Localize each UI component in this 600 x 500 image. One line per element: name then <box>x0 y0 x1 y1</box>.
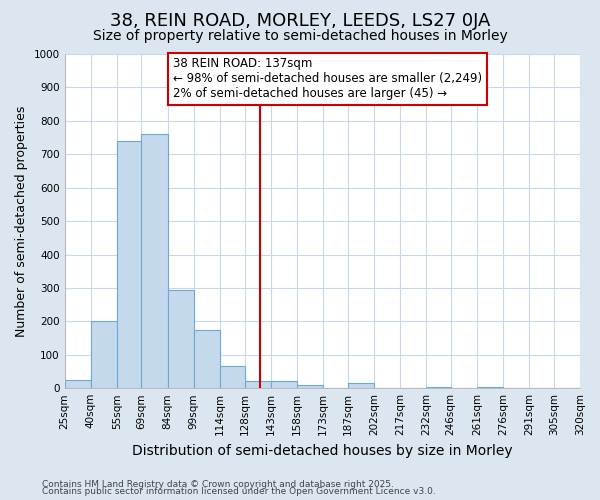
Bar <box>117 141 142 388</box>
Text: 38 REIN ROAD: 137sqm
← 98% of semi-detached houses are smaller (2,249)
2% of sem: 38 REIN ROAD: 137sqm ← 98% of semi-detac… <box>173 58 482 100</box>
Text: 38, REIN ROAD, MORLEY, LEEDS, LS27 0JA: 38, REIN ROAD, MORLEY, LEEDS, LS27 0JA <box>110 12 490 30</box>
Bar <box>91 322 117 388</box>
Text: Contains public sector information licensed under the Open Government Licence v3: Contains public sector information licen… <box>42 488 436 496</box>
Bar <box>245 382 271 388</box>
Bar <box>426 386 451 388</box>
Bar <box>65 380 91 388</box>
Bar <box>142 134 167 388</box>
Bar <box>194 330 220 388</box>
Bar <box>347 383 374 388</box>
Y-axis label: Number of semi-detached properties: Number of semi-detached properties <box>15 106 28 337</box>
Bar <box>167 290 194 388</box>
Text: Contains HM Land Registry data © Crown copyright and database right 2025.: Contains HM Land Registry data © Crown c… <box>42 480 394 489</box>
Bar <box>477 386 503 388</box>
X-axis label: Distribution of semi-detached houses by size in Morley: Distribution of semi-detached houses by … <box>132 444 512 458</box>
Bar <box>220 366 245 388</box>
Bar <box>271 382 297 388</box>
Text: Size of property relative to semi-detached houses in Morley: Size of property relative to semi-detach… <box>92 29 508 43</box>
Bar <box>297 385 323 388</box>
